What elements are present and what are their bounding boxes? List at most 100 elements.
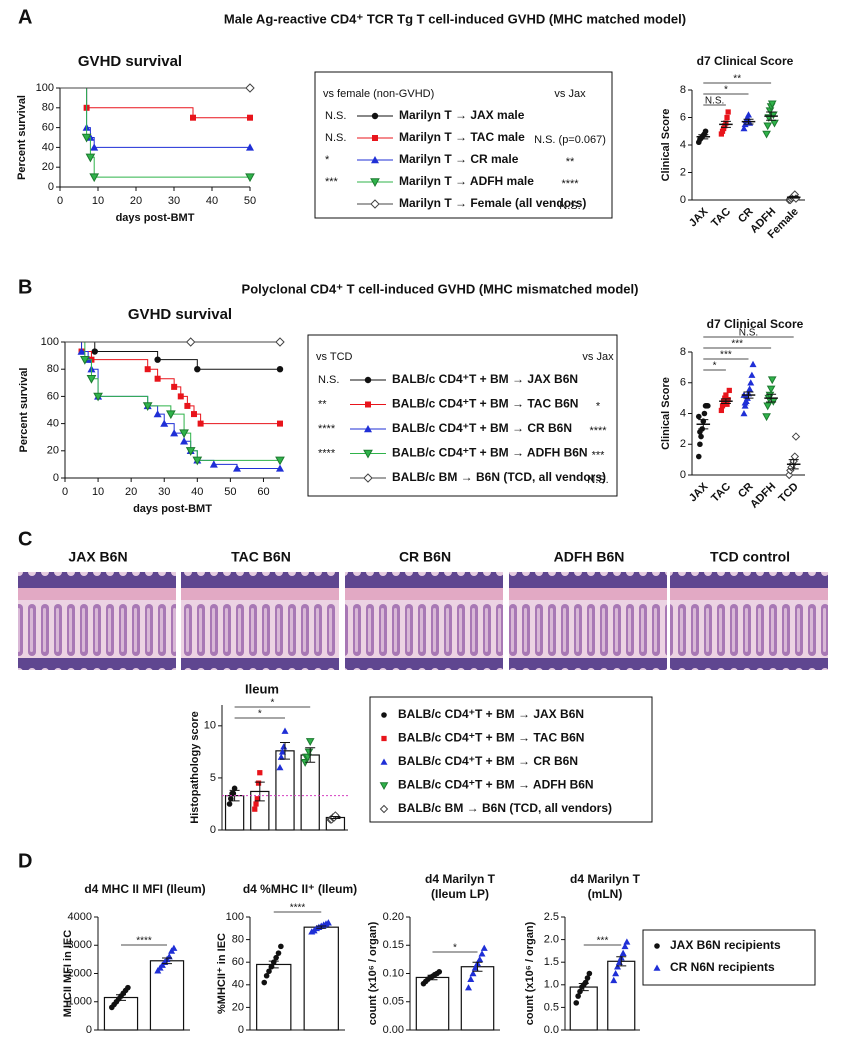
y-tick-label: 0.10 — [383, 967, 404, 979]
x-tick-label: 50 — [244, 195, 256, 207]
bar — [607, 960, 636, 1031]
data-point — [722, 123, 728, 129]
comparison-label: **** — [290, 903, 306, 914]
data-point — [252, 806, 258, 812]
legend-marker — [654, 943, 660, 949]
comparison-label: **** — [136, 936, 152, 947]
comparison-label: * — [270, 698, 274, 709]
data-point — [702, 128, 709, 135]
data-point — [767, 100, 777, 109]
histology-image — [345, 572, 503, 670]
data-point — [324, 919, 332, 926]
chart-title: d4 MHC II MFI (Ileum) — [84, 882, 205, 896]
y-tick-label: 5 — [210, 772, 216, 784]
histology-image — [181, 572, 339, 670]
legend-label: BALB/c CD4⁺T + BM → TAC B6N — [398, 731, 584, 745]
y-tick-label: 40 — [42, 141, 54, 153]
survival-point — [184, 402, 191, 409]
data-point — [621, 942, 629, 950]
survival-point — [81, 133, 92, 143]
data-point — [305, 738, 315, 746]
data-point — [623, 938, 631, 945]
y-tick-label: 60 — [232, 956, 244, 968]
chart-title: (Ileum LP) — [431, 887, 489, 901]
y-tick-label: 40 — [232, 979, 244, 991]
legend-label: CR N6N recipients — [670, 960, 775, 974]
legend-box — [314, 71, 613, 219]
data-point — [763, 402, 773, 411]
data-point — [725, 109, 731, 115]
y-axis-label: Clinical Score — [660, 109, 672, 182]
error-bar — [698, 419, 709, 430]
data-point — [586, 970, 593, 977]
x-tick-label: 40 — [206, 195, 218, 207]
survival-point — [153, 410, 162, 418]
survival-point — [185, 447, 196, 456]
survival-point — [197, 420, 204, 427]
legend-marker — [379, 804, 389, 814]
data-point — [254, 796, 260, 802]
survival-point — [144, 366, 151, 373]
data-point — [226, 801, 233, 807]
y-tick-label: 20 — [232, 1001, 244, 1013]
y-tick-label: 0.05 — [383, 996, 404, 1008]
y-tick-label: 0 — [86, 1024, 92, 1036]
x-tick-label: 20 — [125, 486, 137, 498]
histology-image — [670, 572, 828, 670]
x-tick-label: 20 — [130, 195, 142, 207]
survival-curve — [60, 87, 250, 119]
y-tick-label: 0.20 — [383, 911, 404, 923]
legend-marker — [370, 178, 380, 188]
x-tick-label: JAX — [687, 480, 711, 504]
data-point — [610, 976, 618, 984]
x-tick-label: 30 — [158, 486, 170, 498]
panel-heading: Polyclonal CD4⁺ T cell-induced GVHD (MHC… — [242, 281, 639, 296]
y-tick-label: 2.0 — [544, 934, 559, 946]
data-point — [740, 125, 748, 132]
data-point — [261, 979, 268, 986]
error-bar — [427, 974, 438, 981]
x-tick-label: TAC — [709, 481, 733, 505]
data-point — [228, 795, 234, 802]
survival-point — [86, 375, 97, 384]
survival-point — [180, 437, 189, 445]
error-bar — [720, 120, 731, 128]
y-tick-label: 80 — [232, 934, 244, 946]
y-tick-label: 10 — [204, 720, 216, 732]
y-tick-label: 4 — [680, 407, 686, 419]
legend-marker — [364, 425, 372, 433]
data-point — [278, 748, 286, 755]
survival-point — [93, 392, 103, 402]
image-label: JAX B6N — [68, 549, 127, 565]
x-tick-label: 30 — [168, 195, 180, 207]
y-tick-label: 2000 — [68, 967, 92, 979]
y-axis-label: Percent survival — [16, 95, 28, 180]
data-point — [273, 954, 279, 961]
comparison-label: ** — [733, 74, 741, 85]
data-point — [697, 429, 703, 435]
survival-point — [142, 402, 153, 411]
bar — [256, 963, 292, 1031]
data-point — [573, 1000, 580, 1006]
x-tick-label: TAC — [709, 206, 733, 230]
legend-marker — [381, 712, 387, 718]
survival-point — [179, 429, 189, 439]
y-tick-label: 80 — [42, 102, 54, 114]
chart-title: GVHD survival — [78, 53, 182, 70]
histology-image — [509, 572, 667, 670]
survival-point — [185, 337, 196, 347]
y-tick-label: 8 — [680, 84, 686, 96]
legend-stat: N.S. — [559, 200, 580, 212]
data-point — [767, 376, 777, 385]
error-bar — [280, 742, 290, 760]
comparison-label: *** — [597, 936, 609, 947]
data-point — [791, 432, 801, 441]
legend-stat: *** — [325, 176, 339, 188]
legend-marker — [371, 112, 379, 120]
data-point — [740, 410, 748, 417]
x-axis-label: days post-BMT — [116, 212, 195, 224]
error-bar — [616, 956, 627, 967]
bar — [460, 966, 495, 1031]
bar — [300, 754, 320, 831]
